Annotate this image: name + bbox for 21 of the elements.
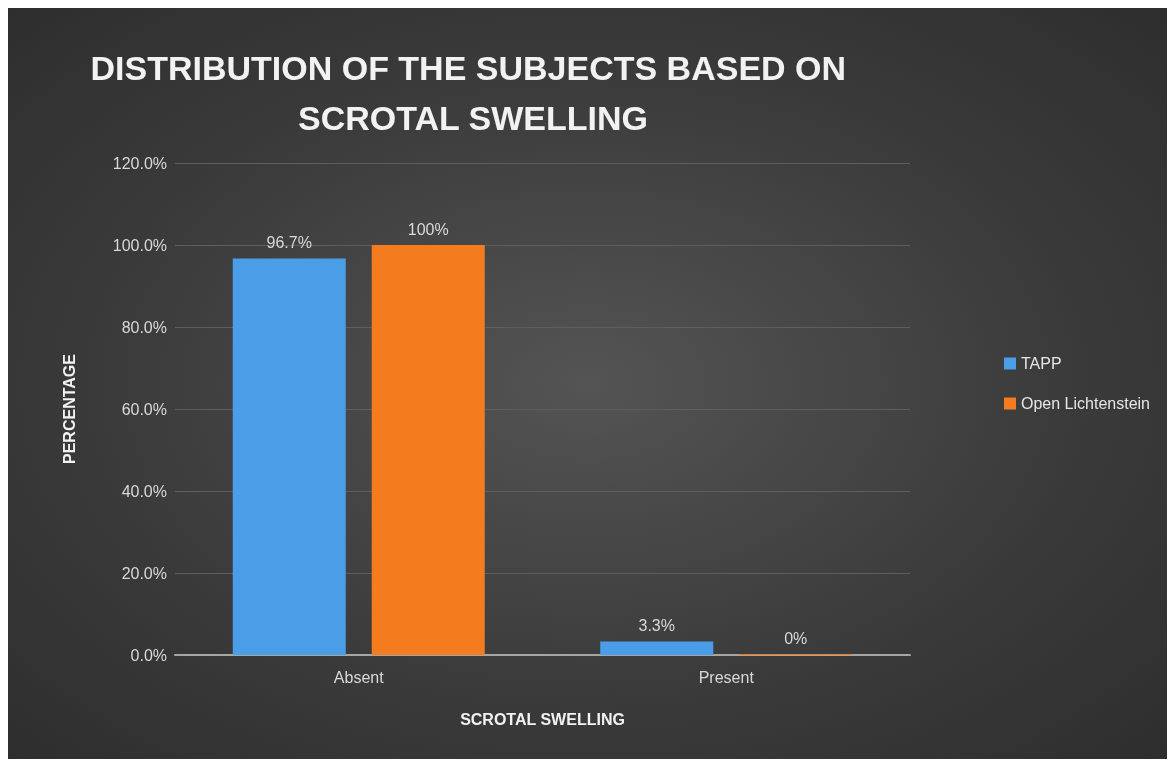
y-tick-label: 60.0% — [121, 400, 167, 418]
x-tick-label: Present — [698, 668, 755, 686]
legend-label: Open Lichtenstein — [1021, 395, 1151, 412]
x-tick-label: Absent — [333, 668, 385, 686]
y-tick-label: 80.0% — [121, 318, 167, 336]
y-tick-label: 40.0% — [121, 482, 167, 500]
data-label: 100% — [407, 220, 449, 238]
chart-title: DISTRIBUTION OF THE SUBJECTS BASED ON SCROTAL SWELLING — [90, 49, 856, 137]
y-tick-label: 120.0% — [112, 154, 167, 172]
bar — [600, 641, 714, 655]
x-axis-title: SCROTAL SWELLING — [460, 710, 625, 728]
y-tick-label: 100.0% — [112, 236, 167, 254]
legend-label: TAPP — [1021, 355, 1062, 372]
data-label: 0% — [784, 629, 808, 647]
y-tick-label: 20.0% — [121, 564, 167, 582]
bar — [232, 258, 346, 655]
y-axis-title: PERCENTAGE — [60, 353, 78, 464]
data-label: 96.7% — [266, 234, 312, 252]
y-tick-label: 0.0% — [130, 646, 167, 664]
bar — [371, 245, 485, 655]
data-label: 3.3% — [638, 616, 675, 634]
